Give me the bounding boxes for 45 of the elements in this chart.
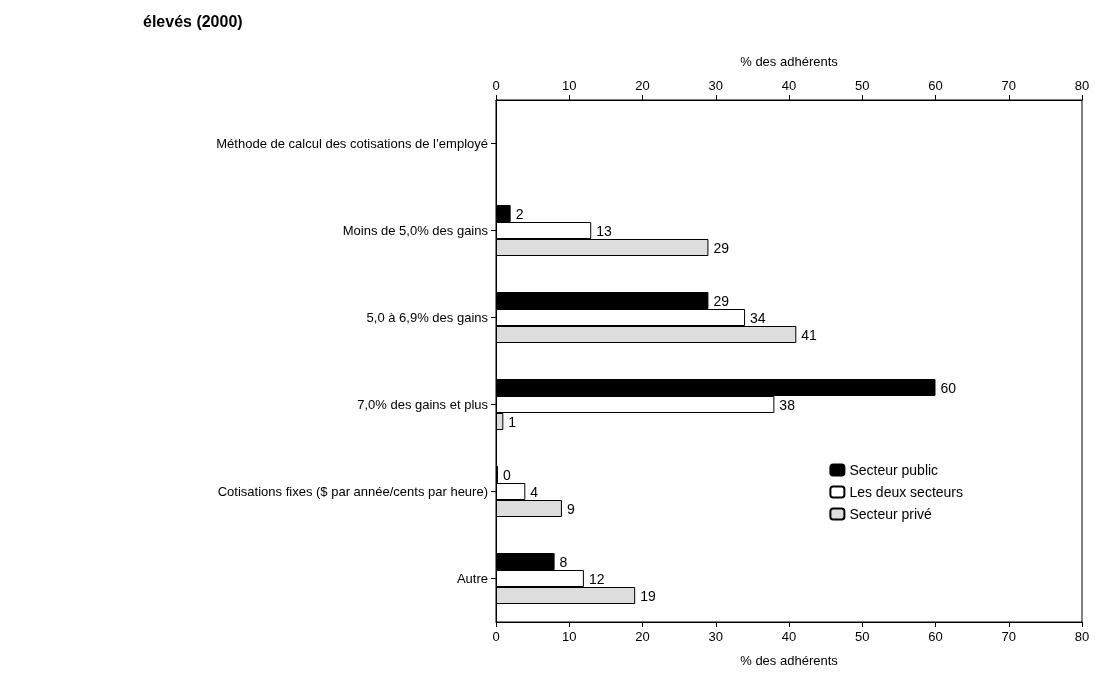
x-tick-label: 70	[1001, 629, 1016, 644]
data-label: 38	[779, 396, 796, 413]
x2-tick-label: 70	[1001, 78, 1016, 93]
y-tick-label: 5,0 à 6,9% des gains	[366, 310, 489, 325]
data-label: 2	[515, 205, 524, 222]
x-tick-label: 0	[492, 629, 500, 644]
data-label: 12	[588, 570, 605, 587]
x-tick-label: 30	[708, 629, 723, 644]
x2-tick-label: 30	[708, 78, 723, 93]
data-label: 0	[503, 466, 511, 483]
data-label: 4	[530, 483, 539, 500]
x2-tick-label: 0	[492, 78, 500, 93]
x-tick-label: 50	[855, 629, 870, 644]
data-label: 60	[940, 379, 957, 396]
data-label: 41	[801, 326, 818, 343]
x-tick-label: 20	[635, 629, 650, 644]
data-label: 13	[596, 222, 613, 239]
y-tick-label: Méthode de calcul des cotisations de l’employé	[216, 136, 488, 151]
data-label: 8	[559, 553, 568, 570]
legend-label: Secteur privé	[849, 506, 933, 522]
x-tick-label: 10	[562, 629, 577, 644]
data-label: 34	[750, 309, 766, 326]
x-tick-label: 60	[928, 629, 943, 644]
data-label: 29	[713, 292, 730, 309]
legend-label: Secteur public	[849, 462, 939, 478]
x-axis-title: % des adhérents	[740, 653, 839, 668]
x-tick-label: 40	[781, 629, 797, 644]
data-label: 1	[508, 413, 517, 430]
data-label: 29	[713, 239, 730, 256]
x2-tick-label: 60	[928, 78, 943, 93]
y-tick-label: Moins de 5,0% des gains	[342, 223, 489, 238]
data-label: 19	[640, 587, 656, 604]
x2-tick-label: 40	[781, 78, 797, 93]
text: élevés (2000)	[143, 12, 243, 30]
data-label: 9	[566, 500, 575, 517]
x-tick-label: 80	[1074, 629, 1090, 644]
x2-tick-label: 10	[562, 78, 577, 93]
y-tick-label: Autre	[456, 571, 488, 586]
x2-tick-label: 50	[855, 78, 870, 93]
x2-tick-label: 80	[1074, 78, 1090, 93]
x2-tick-label: 20	[635, 78, 650, 93]
x2-axis-title: % des adhérents	[740, 54, 839, 69]
y-tick-label: 7,0% des gains et plus	[357, 397, 489, 412]
legend-label: Les deux secteurs	[849, 484, 963, 500]
y-tick-label: Cotisations fixes ($ par année/cents par heure)	[217, 484, 488, 499]
